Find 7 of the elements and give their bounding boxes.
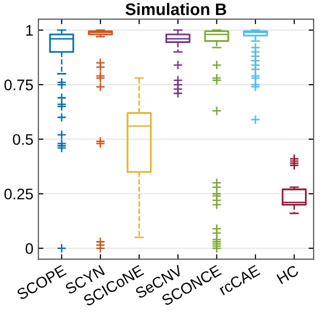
chart-title: Simulation B [126, 2, 226, 16]
x-tick-label: HC [276, 264, 300, 284]
y-tick-label: 0.25 [4, 188, 33, 200]
y-tick-label: 0.5 [12, 134, 33, 145]
y-tick-label: 0 [26, 243, 33, 254]
y-tick-label: 1 [26, 25, 33, 36]
y-tick-label: 0.75 [4, 80, 33, 90]
